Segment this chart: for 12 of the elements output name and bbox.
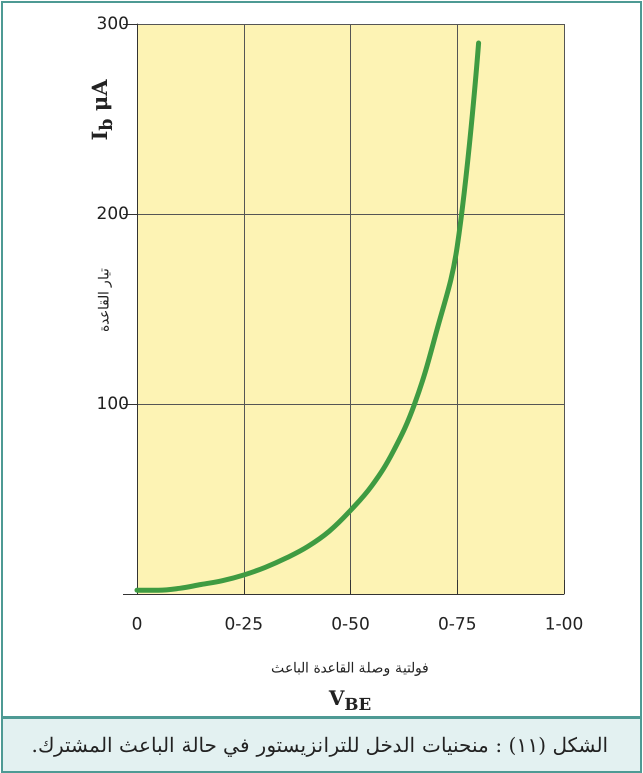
x-axis-title: V$_{BE}$	[328, 686, 372, 714]
x-tick-label: 0-50	[331, 614, 370, 634]
y-tick-label: 300	[96, 14, 129, 34]
x-tick-label: 1-00	[544, 614, 584, 634]
text: تيار القاعدة	[96, 268, 112, 332]
x-tick-label: 0	[132, 614, 142, 634]
text: الشكل (١١) : منحنيات الدخل للترانزيستور في حالة الباعث المشترك.	[32, 733, 608, 757]
x-tick-label: 0-75	[438, 614, 477, 634]
y-tick-label: 200	[96, 204, 129, 224]
text: فولتية وصلة القاعدة الباعث	[270, 660, 430, 676]
x-tick-label: 0-25	[224, 614, 264, 634]
y-tick-label: 100	[96, 394, 129, 414]
